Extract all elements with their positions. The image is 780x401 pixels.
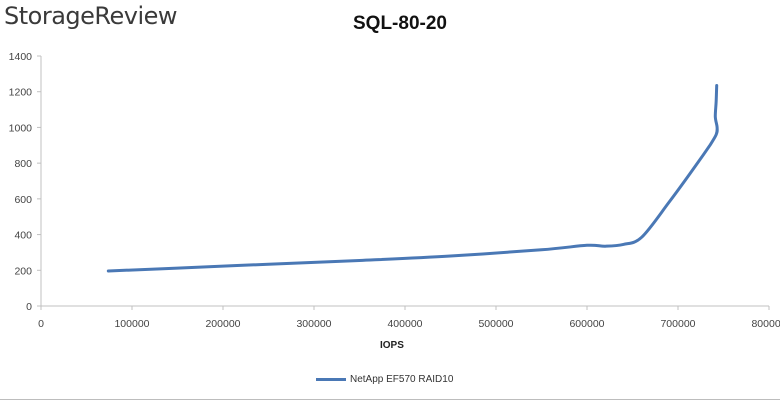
y-tick-label: 200 [14, 265, 32, 277]
x-tick-label: 800000 [751, 318, 780, 330]
x-tick-label: 700000 [660, 318, 695, 330]
x-tick-label: 600000 [569, 318, 604, 330]
chart-title: SQL-80-20 [353, 13, 447, 34]
legend-label: NetApp EF570 RAID10 [350, 374, 454, 385]
series-layer [106, 84, 719, 273]
y-tick-label: 0 [26, 301, 32, 313]
x-tick-label: 500000 [478, 318, 513, 330]
x-tick-label: 300000 [296, 318, 331, 330]
legend: NetApp EF570 RAID10 [316, 374, 453, 385]
y-tick-label: 600 [14, 194, 32, 206]
legend-swatch [316, 378, 346, 381]
series-line [106, 84, 719, 273]
y-axis-ticks: 0 200 400 600 800 1000 1200 1400 [9, 51, 41, 313]
x-tick-label: 0 [38, 318, 44, 330]
brand-logo: StorageReview [4, 2, 178, 30]
x-tick-label: 400000 [387, 318, 422, 330]
y-tick-label: 1000 [9, 122, 33, 134]
y-tick-label: 1400 [9, 51, 33, 63]
x-axis-ticks: 0 100000 200000 300000 400000 500000 600000 700… [38, 306, 780, 330]
x-tick-label: 200000 [205, 318, 240, 330]
x-tick-label: 100000 [114, 318, 149, 330]
bottom-divider [0, 399, 780, 400]
y-tick-label: 800 [14, 158, 32, 170]
x-axis-label: IOPS [380, 340, 404, 351]
y-tick-label: 1200 [9, 87, 33, 99]
y-tick-label: 400 [14, 230, 32, 242]
